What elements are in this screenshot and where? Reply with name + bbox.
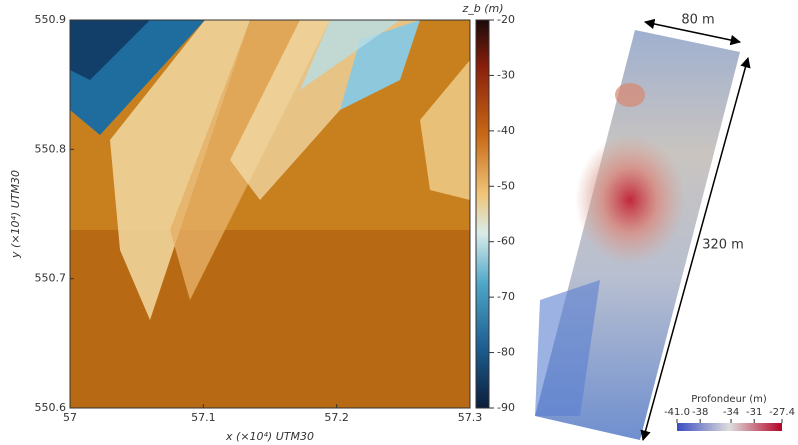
bathymetry-image xyxy=(70,20,470,408)
colorbar-tick-label: -70 xyxy=(497,290,515,303)
length-label: 320 m xyxy=(702,238,744,253)
colorbar xyxy=(677,423,782,431)
colorbar-tick-label: -27.4 xyxy=(769,407,795,418)
colorbar xyxy=(476,20,489,408)
y-tick-label: 550.6 xyxy=(35,401,67,414)
colorbar-tick-label: -30 xyxy=(497,68,515,81)
colorbar-tick-label: -34 xyxy=(723,407,739,418)
colorbar-tick-label: -90 xyxy=(497,401,515,414)
colorbar-tick-label: -31 xyxy=(746,407,762,418)
figure: 80 m 320 m Profondeur (m) x (×10⁴) UTM30… xyxy=(0,0,798,445)
x-axis-label: x (×10⁴) UTM30 xyxy=(225,430,314,443)
y-tick-label: 550.9 xyxy=(35,13,67,26)
x-tick-label: 57.1 xyxy=(191,411,216,424)
colorbar-tick-label: -40 xyxy=(497,124,515,137)
colorbar-label: Profondeur (m) xyxy=(691,394,767,405)
colorbar-tick-label: -50 xyxy=(497,179,515,192)
width-label: 80 m xyxy=(681,13,714,28)
y-tick-label: 550.7 xyxy=(35,272,67,285)
shallow-area xyxy=(575,135,685,265)
colorbar-tick-label: -38 xyxy=(692,407,708,418)
colorbar-tick-label: -41.0 xyxy=(664,407,690,418)
y-axis-label: y (×10⁴) UTM30 xyxy=(9,170,22,259)
colorbar-tick-label: -80 xyxy=(497,346,515,359)
colorbar-tick-label: -60 xyxy=(497,235,515,248)
x-tick-label: 57.2 xyxy=(324,411,349,424)
shallow-area xyxy=(615,83,645,107)
y-tick-label: 550.8 xyxy=(35,142,67,155)
colorbar-tick-label: -20 xyxy=(497,13,515,26)
x-tick-label: 57.3 xyxy=(458,411,483,424)
